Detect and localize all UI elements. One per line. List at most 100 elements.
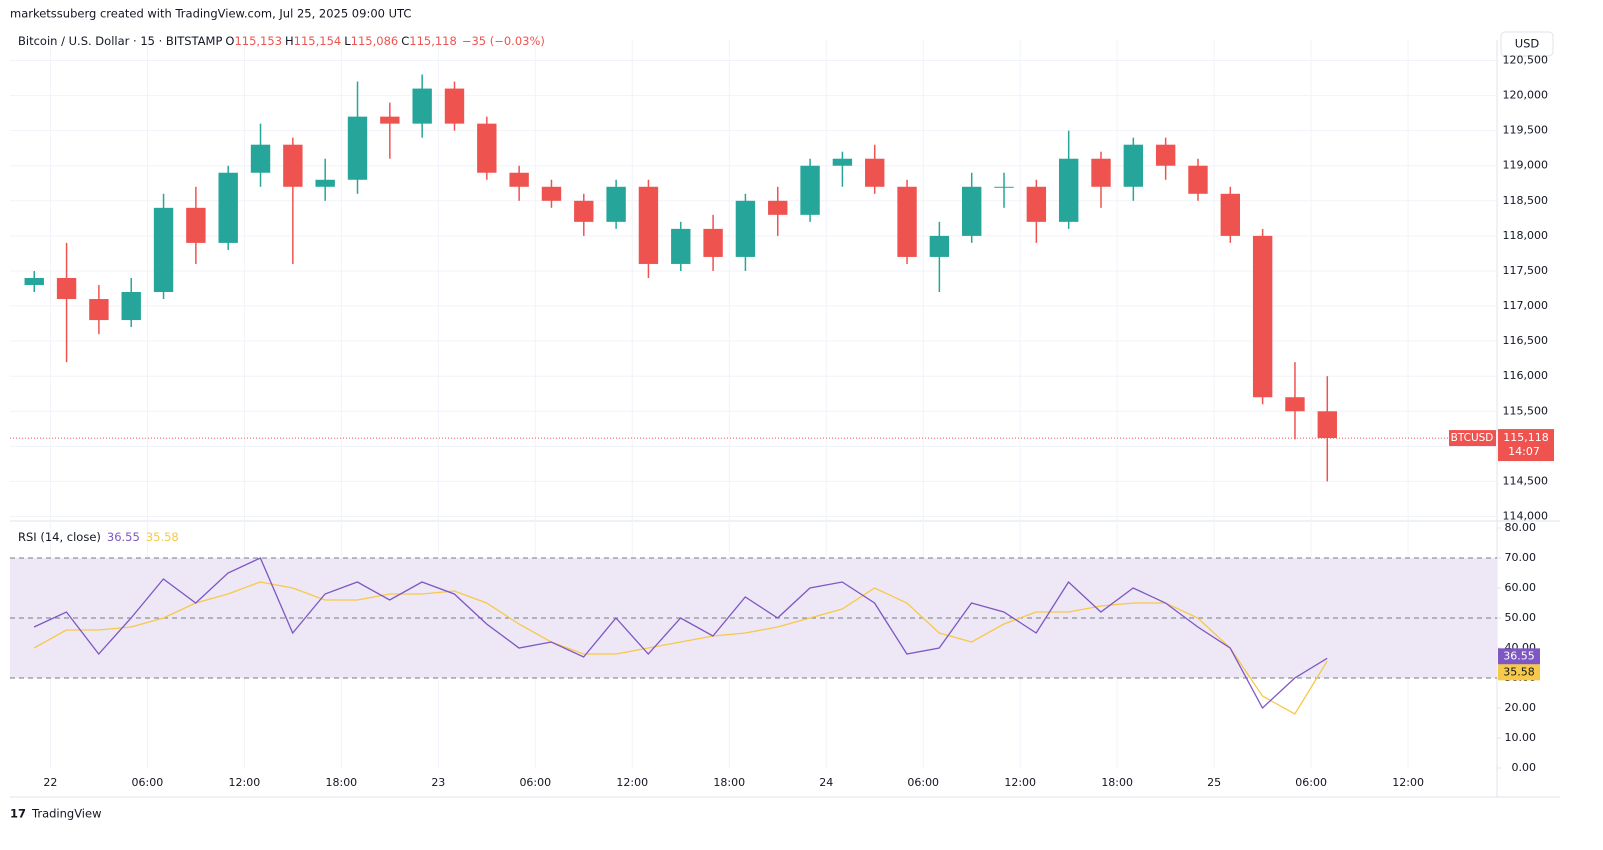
- candle-body: [541, 186, 562, 201]
- rsi-line: [33, 557, 1328, 710]
- candle-body: [638, 186, 659, 264]
- candle-body: [153, 207, 174, 293]
- ohlc-label: C: [401, 34, 409, 48]
- candle-body: [1155, 144, 1176, 166]
- x-tick-label: 24: [819, 776, 833, 789]
- legend-value: 36.55: [107, 530, 140, 544]
- candle-body: [1123, 144, 1144, 187]
- x-tick-label: 06:00: [1295, 776, 1327, 789]
- y-tick-label: 10.00: [1505, 731, 1537, 744]
- last-price-box: [1498, 429, 1554, 462]
- ohlc-value: 115,118: [409, 34, 457, 48]
- ohlc-value: 115,154: [294, 34, 342, 48]
- candle-body: [832, 158, 853, 166]
- x-tick-label: 25: [1207, 776, 1221, 789]
- candle-body: [994, 186, 1014, 188]
- candle-body: [412, 88, 432, 124]
- last-price: 115,118: [1503, 431, 1549, 444]
- y-tick-label: 60.00: [1505, 581, 1537, 594]
- candle-body: [929, 235, 950, 257]
- x-tick-label: 06:00: [907, 776, 939, 789]
- candle-body: [606, 186, 626, 222]
- x-tick-label: 18:00: [713, 776, 745, 789]
- candle-body: [865, 158, 885, 187]
- y-tick-label: 120,500: [1503, 54, 1549, 67]
- y-tick-label: 115,500: [1503, 404, 1549, 417]
- candle-body: [250, 144, 271, 173]
- candle-body: [1026, 186, 1047, 222]
- ohlc-value: 115,086: [351, 34, 399, 48]
- candle-body: [315, 179, 335, 187]
- last-value: 35.58: [1503, 665, 1535, 678]
- x-tick-label: 18:00: [325, 776, 357, 789]
- legend-value: 35.58: [146, 530, 179, 544]
- candle-body: [380, 116, 400, 124]
- x-tick-label: 06:00: [519, 776, 551, 789]
- candle-body: [671, 228, 691, 264]
- symbol-tag: [1449, 430, 1496, 447]
- y-tick-label: 117,500: [1503, 264, 1549, 277]
- y-tick-label: 118,000: [1503, 229, 1549, 242]
- brand: TradingView: [31, 807, 101, 821]
- y-tick-label: 70.00: [1505, 551, 1537, 564]
- y-tick-label: 114,500: [1503, 474, 1549, 487]
- ohlc-label: O: [225, 34, 234, 48]
- y-tick-label: 119,000: [1503, 159, 1549, 172]
- candle-body: [218, 172, 238, 243]
- candle-body: [574, 200, 594, 222]
- currency: USD: [1515, 37, 1540, 51]
- indicator-title: RSI (14, close): [18, 530, 101, 544]
- brand-mark: 17: [10, 807, 26, 821]
- currency-box[interactable]: [1500, 31, 1554, 57]
- y-tick-label: 120,000: [1503, 89, 1549, 102]
- legend: Bitcoin / U.S. Dollar · 15 · BITSTAMP O11…: [18, 34, 545, 48]
- candle-body: [283, 144, 303, 187]
- candle-body: [1252, 235, 1273, 398]
- candle-body: [121, 292, 141, 321]
- rsi-line: [33, 581, 1328, 715]
- candle-body: [89, 299, 109, 321]
- candle-body: [1285, 397, 1305, 412]
- y-tick-label: 118,500: [1503, 194, 1549, 207]
- candle-body: [444, 88, 465, 124]
- y-tick-label: 0.00: [1512, 761, 1537, 774]
- x-tick-label: 18:00: [1101, 776, 1133, 789]
- candle-body: [24, 277, 44, 285]
- x-tick-label: 12:00: [616, 776, 648, 789]
- last-value-box: [1498, 664, 1540, 681]
- candle-body: [477, 123, 497, 173]
- y-tick-label: 116,000: [1503, 369, 1549, 382]
- candle-body: [1317, 411, 1337, 439]
- change: −35 (−0.03%): [462, 34, 545, 48]
- attribution: marketssuberg created with TradingView.c…: [10, 7, 411, 21]
- x-tick-label: 22: [43, 776, 57, 789]
- countdown: 14:07: [1508, 445, 1540, 458]
- y-tick-label: 50.00: [1505, 611, 1537, 624]
- candle-body: [56, 277, 77, 300]
- y-tick-label: 116,500: [1503, 334, 1549, 347]
- candle-body: [703, 228, 723, 257]
- candle-body: [1058, 158, 1079, 222]
- y-tick-label: 117,000: [1503, 299, 1549, 312]
- symbol: BTCUSD: [1451, 432, 1494, 444]
- candle-body: [897, 186, 917, 257]
- ohlc-label: L: [344, 34, 351, 48]
- ohlc-label: H: [285, 34, 294, 48]
- chart-title: Bitcoin / U.S. Dollar · 15 · BITSTAMP: [18, 34, 222, 48]
- candle-body: [186, 207, 206, 243]
- ohlc-value: 115,153: [234, 34, 282, 48]
- candle-body: [509, 172, 529, 187]
- candle-body: [962, 186, 982, 236]
- y-tick-label: 20.00: [1505, 701, 1537, 714]
- x-tick-label: 12:00: [1392, 776, 1424, 789]
- last-value-box: [1498, 648, 1540, 665]
- x-tick-label: 12:00: [1004, 776, 1036, 789]
- y-tick-label: 119,500: [1503, 124, 1549, 137]
- x-tick-label: 12:00: [229, 776, 261, 789]
- last-value: 36.55: [1503, 649, 1535, 662]
- candle-body: [1091, 158, 1111, 187]
- candle-body: [735, 200, 756, 257]
- candle-body: [1220, 193, 1241, 236]
